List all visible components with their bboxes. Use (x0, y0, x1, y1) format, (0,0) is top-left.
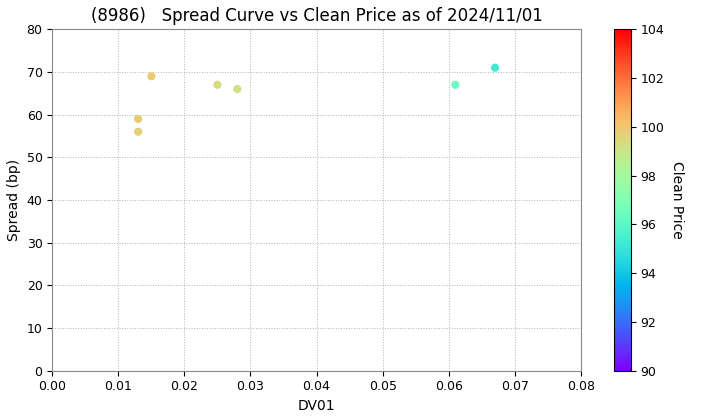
Point (489, 64, 500, 71)
Point (212, 81, 223, 88)
X-axis label: DV01: DV01 (298, 399, 336, 413)
Y-axis label: Clean Price: Clean Price (670, 161, 684, 239)
Point (449, 81, 461, 88)
Y-axis label: Spread (bp): Spread (bp) (7, 159, 21, 241)
Point (145, 73, 157, 80)
Point (132, 129, 144, 135)
Point (132, 116, 144, 122)
Title: (8986)   Spread Curve vs Clean Price as of 2024/11/01: (8986) Spread Curve vs Clean Price as of… (91, 7, 542, 25)
Point (232, 86, 243, 92)
